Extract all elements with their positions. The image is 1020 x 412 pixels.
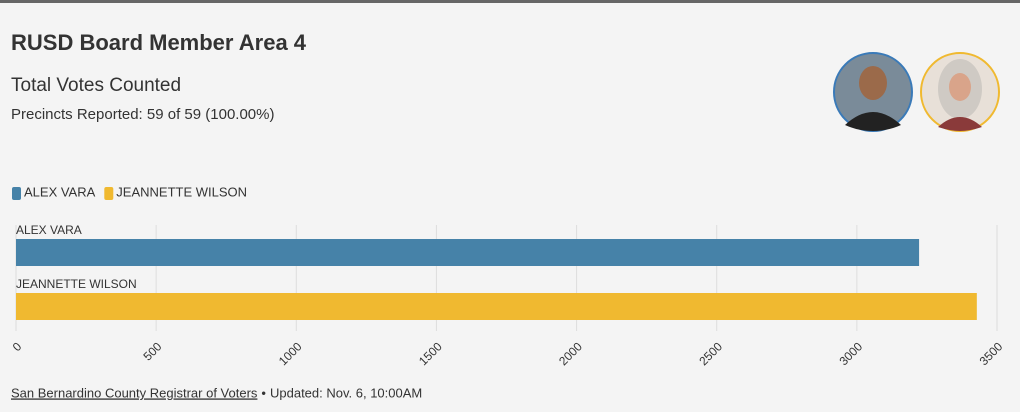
x-tick-label: 1000 — [276, 339, 305, 368]
avatar — [920, 52, 1000, 132]
x-tick-label: 1500 — [416, 339, 445, 368]
x-tick-label: 2000 — [556, 339, 585, 368]
bar — [16, 239, 920, 266]
updated: Updated: Nov. 6, 10:00AM — [270, 385, 422, 400]
x-tick-label: 3500 — [977, 339, 1006, 368]
precincts: Precincts Reported: 59 of 59 (100.00%) — [11, 106, 274, 123]
avatar — [833, 52, 913, 132]
bar-label: JEANNETTE WILSON — [16, 277, 137, 291]
bar-label: ALEX VARA — [16, 223, 82, 237]
x-tick-label: 2500 — [696, 339, 725, 368]
legend-label: ALEX VARA — [24, 184, 96, 199]
legend-label: JEANNETTE WILSON — [116, 184, 247, 199]
source-link[interactable]: San Bernardino County Registrar of Voter… — [11, 385, 258, 400]
x-tick-label: 0 — [10, 339, 25, 354]
legend-swatch — [104, 187, 114, 200]
title: RUSD Board Member Area 4 — [11, 30, 307, 55]
x-tick-label: 3000 — [836, 339, 865, 368]
bar — [16, 293, 977, 320]
chart: RUSD Board Member Area 4 Total Votes Cou… — [10, 30, 1006, 401]
legend-swatch — [12, 187, 21, 200]
separator: • — [261, 385, 266, 400]
subtitle: Total Votes Counted — [11, 75, 181, 96]
x-tick-label: 500 — [140, 339, 164, 363]
